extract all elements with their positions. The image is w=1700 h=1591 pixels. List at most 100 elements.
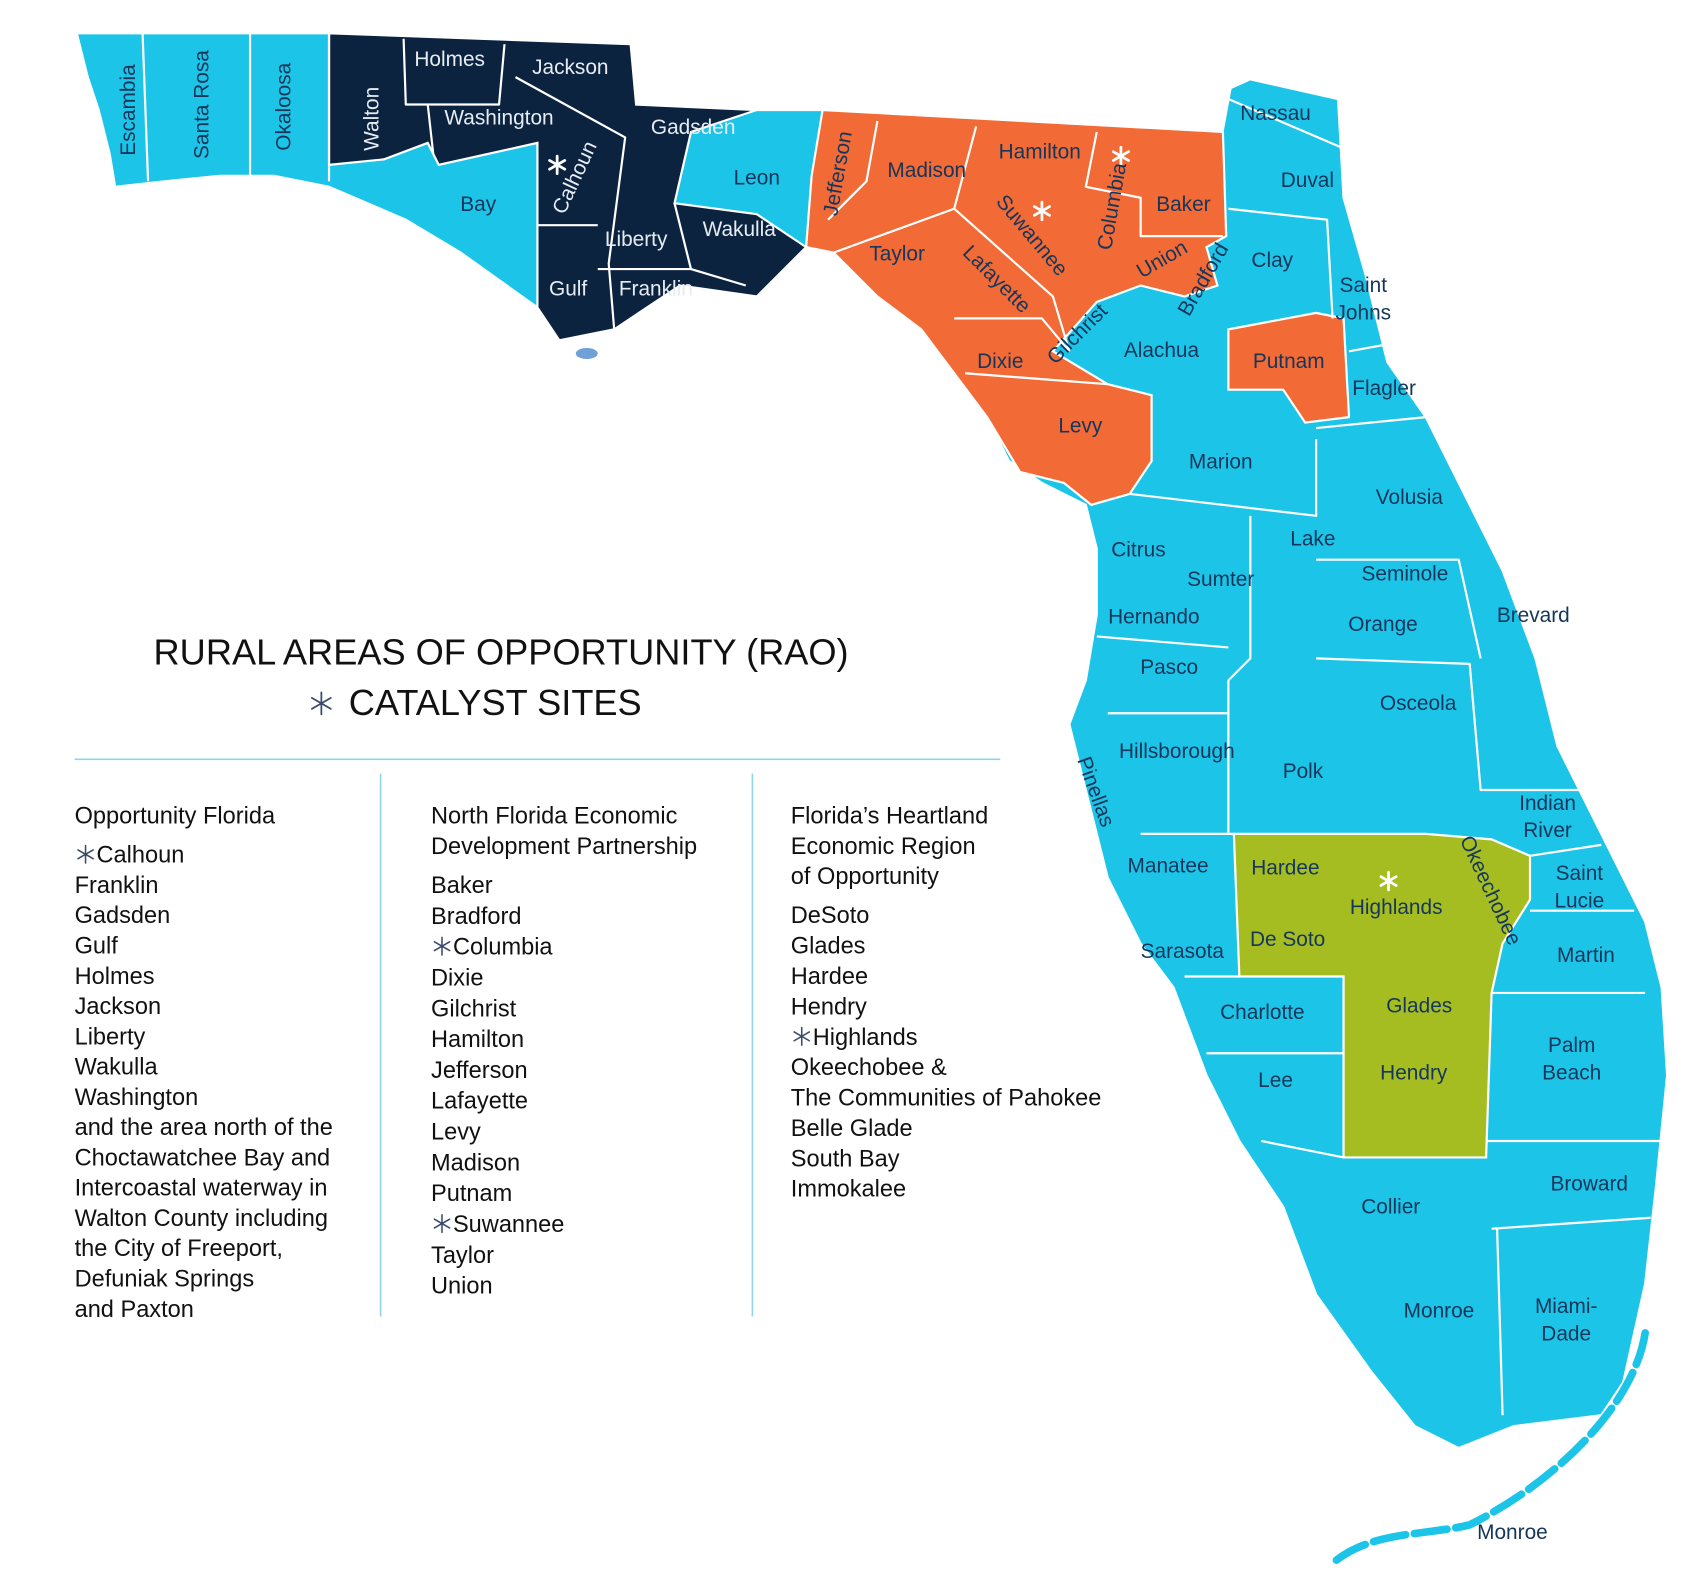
county-label: Alachua xyxy=(1124,339,1200,362)
county-label: Volusia xyxy=(1376,486,1444,509)
county-label: Wakulla xyxy=(703,218,777,241)
county-label: Osceola xyxy=(1380,692,1457,715)
site-name: Putnam xyxy=(431,1180,512,1206)
site-name: Columbia xyxy=(453,934,553,960)
county-label: Highlands xyxy=(1350,896,1443,919)
county-label: Clay xyxy=(1251,249,1293,272)
catalyst-markers xyxy=(548,145,1398,892)
keys xyxy=(1328,1329,1649,1568)
asterisk-stroke xyxy=(433,1218,451,1229)
county-label: Taylor xyxy=(869,242,925,265)
region-name: Economic Region xyxy=(791,833,976,859)
county-label: Seminole xyxy=(1362,563,1449,586)
county-label: Leon xyxy=(734,167,780,190)
opportunity-florida-area xyxy=(327,32,808,342)
site-name: Bradford xyxy=(431,903,521,929)
site-name: Gadsden xyxy=(75,902,171,928)
site-name: the City of Freeport, xyxy=(75,1235,283,1261)
asterisk-stroke xyxy=(793,1031,811,1042)
region-name: Florida’s Heartland xyxy=(791,803,988,829)
site-name: Okeechobee & xyxy=(791,1054,947,1080)
asterisk xyxy=(433,1214,451,1234)
legend-subtitle: CATALYST SITES xyxy=(349,682,642,723)
county-label: Liberty xyxy=(605,228,668,251)
legend: RURAL AREAS OF OPPORTUNITY (RAO) CATALYS… xyxy=(75,632,1102,1322)
county-label: Putnam xyxy=(1253,350,1325,373)
county-label: Hernando xyxy=(1108,605,1199,628)
site-name: Madison xyxy=(431,1149,520,1175)
county-label: Duval xyxy=(1281,169,1334,192)
county-label: Levy xyxy=(1058,414,1103,437)
north-florida-area xyxy=(804,108,1228,507)
county-label: Marion xyxy=(1189,451,1253,474)
asterisk xyxy=(1379,870,1398,892)
site-name: Holmes xyxy=(75,963,155,989)
site-name: Choctawatchee Bay and xyxy=(75,1144,331,1170)
site-name: Union xyxy=(431,1273,493,1299)
asterisk xyxy=(548,154,567,175)
site-name: The Communities of Pahokee xyxy=(791,1085,1102,1111)
county-label: Hendry xyxy=(1380,1062,1448,1085)
county-label: Hardee xyxy=(1251,856,1319,879)
asterisk xyxy=(1111,145,1130,167)
county-label: Glades xyxy=(1386,995,1452,1018)
site-name: Lafayette xyxy=(431,1088,528,1114)
site-name: Jackson xyxy=(75,993,162,1019)
county-label: Sarasota xyxy=(1141,940,1225,963)
site-name: Hamilton xyxy=(431,1026,524,1052)
county-label: Washington xyxy=(444,106,553,129)
county-label: Santa Rosa xyxy=(190,50,213,159)
heartland-area xyxy=(1232,832,1532,1159)
county-label: Saint xyxy=(1556,862,1604,885)
asterisk xyxy=(793,1026,811,1046)
region-name: of Opportunity xyxy=(791,863,939,889)
site-name: Franklin xyxy=(75,872,159,898)
site-name: Gilchrist xyxy=(431,995,517,1021)
asterisk-stroke xyxy=(1379,875,1398,887)
catalyst-icon xyxy=(310,691,332,716)
site-name: Intercoastal waterway in xyxy=(75,1175,328,1201)
site-name: Glades xyxy=(791,933,866,959)
county-label: Citrus xyxy=(1111,538,1165,561)
site-name: Walton County including xyxy=(75,1205,328,1231)
site-name: Levy xyxy=(431,1119,481,1145)
county-label: Manatee xyxy=(1128,854,1209,877)
asterisk-stroke xyxy=(1032,205,1051,217)
county-label: Holmes xyxy=(414,48,485,71)
county-label: Brevard xyxy=(1497,604,1570,627)
county-label: Franklin xyxy=(619,277,693,300)
county-label: Nassau xyxy=(1240,102,1311,125)
asterisk xyxy=(433,936,451,956)
county-label: Lucie xyxy=(1554,889,1604,912)
site-name: Hardee xyxy=(791,963,868,989)
legend-columns: Opportunity Florida Calhoun Franklin Gadsde… xyxy=(75,803,1102,1322)
county-label: Lake xyxy=(1290,527,1335,550)
water xyxy=(575,348,598,359)
site-name: and Paxton xyxy=(75,1296,194,1322)
county-label: Escambia xyxy=(117,64,140,156)
county-label: Orange xyxy=(1348,613,1417,636)
county-label: Lee xyxy=(1258,1069,1293,1092)
site-name: DeSoto xyxy=(791,902,870,928)
site-name: Washington xyxy=(75,1084,199,1110)
site-name: Dixie xyxy=(431,964,483,990)
county-label: Miami- xyxy=(1535,1295,1598,1318)
legend-title: RURAL AREAS OF OPPORTUNITY (RAO) xyxy=(154,632,849,673)
county-label: River xyxy=(1523,819,1572,842)
site-name: Baker xyxy=(431,872,493,898)
county-borders xyxy=(141,33,1662,1416)
county-label: Saint xyxy=(1340,274,1388,297)
county-label: Johns xyxy=(1335,302,1391,325)
region-name: North Florida Economic xyxy=(431,803,678,829)
site-name: Highlands xyxy=(813,1024,918,1050)
site-name: South Bay xyxy=(791,1145,900,1171)
north-florida-area xyxy=(1227,311,1351,424)
florida-map: Walton Holmes Jackson Washington Gadsden Calh… xyxy=(75,32,1669,1568)
county-label: Okaloosa xyxy=(273,62,296,150)
site-name: Immokalee xyxy=(791,1176,906,1202)
county-label: Jackson xyxy=(532,56,608,79)
asterisk-stroke xyxy=(1111,150,1130,162)
asterisk xyxy=(77,844,94,864)
site-name: Calhoun xyxy=(97,842,185,868)
